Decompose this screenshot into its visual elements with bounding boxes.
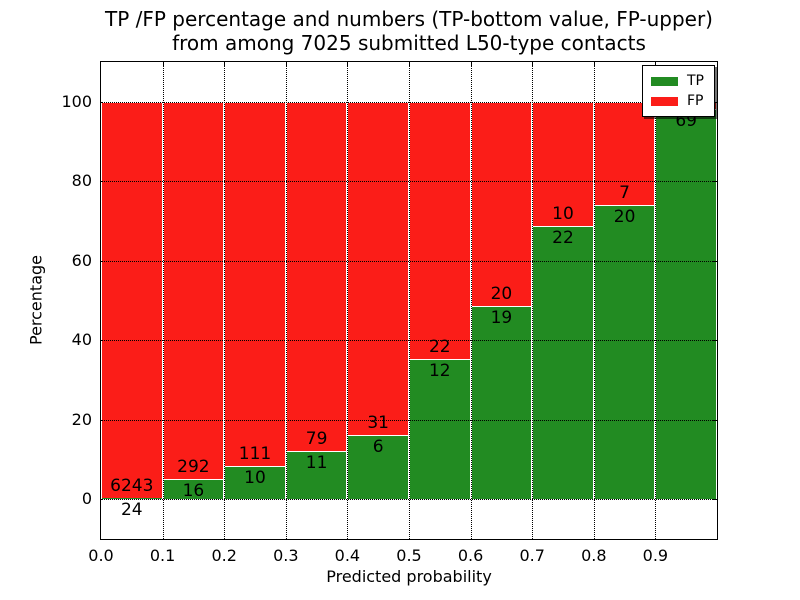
gridline-vertical xyxy=(285,62,287,539)
tp-bar-segment xyxy=(532,225,594,500)
gridline-horizontal xyxy=(101,419,717,421)
fp-bar-segment xyxy=(409,101,471,359)
fp-bar-segment xyxy=(593,101,656,205)
fp-count-label: 292 xyxy=(177,456,210,477)
y-tick-mark xyxy=(712,181,717,183)
tp-bar-segment xyxy=(285,450,348,500)
legend-row-fp: FP xyxy=(651,91,704,111)
x-tick-mark xyxy=(409,62,410,67)
fp-count-label: 22 xyxy=(428,336,451,357)
fp-count-label: 31 xyxy=(367,412,389,433)
x-tick-mark xyxy=(347,62,349,67)
plot-canvas: 6243 24 292 16 111 10 79 11 31 6 22 12 20 19 10 22 7 20 69 xyxy=(101,62,717,539)
tp-bar-segment xyxy=(593,204,656,500)
fp-bar-segment xyxy=(224,101,286,467)
x-tick-mark xyxy=(470,62,472,67)
y-tick-label: 0 xyxy=(81,489,92,509)
gridline-vertical xyxy=(347,62,349,539)
tp-count-label: 20 xyxy=(613,206,636,227)
x-tick-mark xyxy=(285,62,287,67)
tp-bar-segment xyxy=(224,466,286,500)
chart-title-line2: from among 7025 submitted L50-type conta… xyxy=(172,31,646,55)
tp-legend-swatch-icon xyxy=(651,76,678,86)
tp-bar-segment xyxy=(101,497,163,500)
y-tick-mark xyxy=(712,419,717,421)
y-tick-label: 100 xyxy=(61,91,92,111)
tp-bar-segment xyxy=(409,358,471,500)
tp-bar-segment xyxy=(470,305,533,500)
y-tick-mark xyxy=(712,260,717,262)
gridline-vertical xyxy=(593,62,595,539)
gridline-horizontal xyxy=(101,181,717,183)
x-tick-label: 0.3 xyxy=(273,546,299,565)
gridline-vertical xyxy=(224,62,226,539)
x-tick-mark xyxy=(593,62,595,67)
gridline-vertical xyxy=(409,62,410,539)
tp-count-label: 19 xyxy=(490,307,513,328)
tp-bar-segment xyxy=(347,434,409,500)
legend-label-tp: TP xyxy=(687,73,704,89)
fp-bar-segment xyxy=(470,101,533,306)
tp-count-label: 6 xyxy=(372,436,384,457)
legend-label-fp: FP xyxy=(687,93,704,109)
x-tick-label: 0.8 xyxy=(581,546,607,565)
y-tick-label: 80 xyxy=(71,171,92,191)
gridline-vertical xyxy=(470,62,472,539)
gridline-vertical xyxy=(532,62,534,539)
gridline-horizontal xyxy=(101,101,717,103)
x-tick-mark xyxy=(162,62,164,67)
y-axis-label: Percentage xyxy=(26,254,46,346)
fp-bar-segment xyxy=(101,101,163,498)
x-tick-label: 0.6 xyxy=(457,546,484,565)
x-tick-label: 0.9 xyxy=(642,546,669,565)
x-tick-label: 0.7 xyxy=(519,546,545,565)
gridline-horizontal xyxy=(101,260,717,262)
x-tick-mark xyxy=(224,62,226,67)
y-tick-label: 40 xyxy=(71,330,92,350)
tp-count-label: 24 xyxy=(120,499,143,520)
chart-title: TP /FP percentage and numbers (TP-bottom… xyxy=(60,7,758,55)
gridline-vertical xyxy=(162,62,164,539)
tp-count-label: 11 xyxy=(305,452,328,473)
gridline-horizontal xyxy=(101,340,717,342)
fp-count-label: 7 xyxy=(619,182,630,203)
x-tick-label: 0.1 xyxy=(149,546,176,565)
x-tick-mark xyxy=(655,62,657,67)
tp-count-label: 12 xyxy=(428,360,451,381)
x-tick-label: 0.2 xyxy=(211,546,237,565)
fp-legend-swatch-icon xyxy=(651,96,678,106)
plot-area: 6243 24 292 16 111 10 79 11 31 6 22 12 20 19 10 22 7 20 69… xyxy=(100,61,718,540)
y-tick-label: 60 xyxy=(71,250,92,270)
tp-count-label: 22 xyxy=(552,227,574,248)
fp-bar-segment xyxy=(347,101,409,435)
x-tick-label: 0.4 xyxy=(334,546,361,565)
fp-count-label: 20 xyxy=(490,283,513,304)
gridline-horizontal xyxy=(101,499,717,501)
tp-bar-segment xyxy=(655,108,717,500)
y-tick-label: 20 xyxy=(71,409,92,429)
y-tick-mark xyxy=(712,499,717,501)
fp-count-label: 6243 xyxy=(110,475,154,496)
x-axis-label: Predicted probability xyxy=(326,567,492,586)
fp-count-label: 79 xyxy=(305,428,328,449)
tp-count-label: 16 xyxy=(182,480,205,501)
x-tick-label: 0.0 xyxy=(88,546,114,565)
fp-count-label: 111 xyxy=(238,444,272,465)
legend: TP FP xyxy=(642,65,715,117)
chart-title-line1: TP /FP percentage and numbers (TP-bottom… xyxy=(105,7,713,31)
fp-bar-segment xyxy=(285,101,348,451)
gridline-vertical xyxy=(655,62,657,539)
fp-bar-segment xyxy=(162,101,225,479)
x-tick-label: 0.5 xyxy=(396,546,422,565)
tp-count-label: 10 xyxy=(244,468,266,489)
y-tick-mark xyxy=(712,340,717,342)
fp-count-label: 10 xyxy=(552,203,574,224)
legend-row-tp: TP xyxy=(651,71,704,91)
x-tick-mark xyxy=(532,62,534,67)
